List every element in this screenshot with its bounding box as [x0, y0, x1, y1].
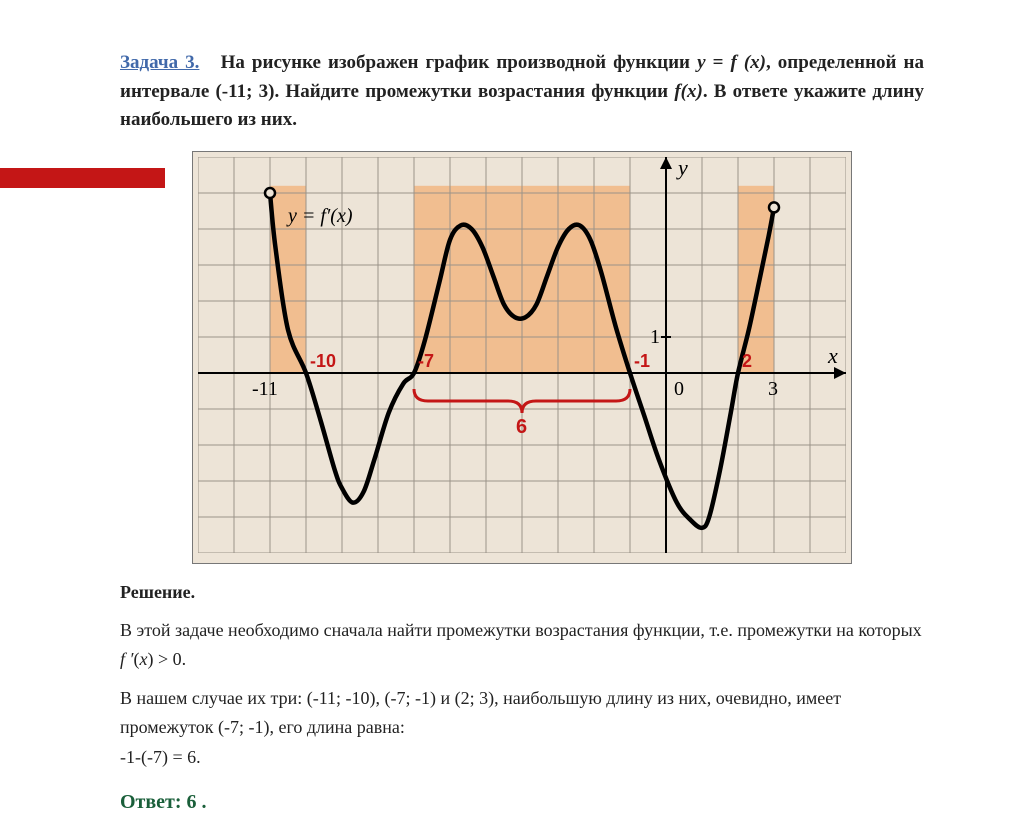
svg-text:6: 6 [516, 416, 527, 438]
solution-paragraph-3: -1-(-7) = 6. [120, 743, 924, 772]
problem-statement: Задача 3. На рисунке изображен график пр… [120, 49, 924, 135]
graph-container: -11 0 3 1 x y y = f′(x) -10 -7 -1 2 6 [120, 151, 924, 564]
answer-line: Ответ: 6 . [120, 786, 924, 818]
answer-value: 6 . [187, 791, 207, 813]
svg-text:-1: -1 [634, 351, 650, 371]
svg-text:3: 3 [768, 378, 778, 400]
answer-prefix: Ответ: [120, 791, 182, 813]
graph-box: -11 0 3 1 x y y = f′(x) -10 -7 -1 2 6 [192, 151, 852, 564]
derivative-graph: -11 0 3 1 x y y = f′(x) -10 -7 -1 2 6 [198, 157, 846, 553]
problem-title: Задача 3. [120, 52, 199, 73]
solution-heading: Решение. [120, 578, 924, 607]
decorative-red-bar [0, 168, 165, 188]
main-content: Задача 3. На рисунке изображен график пр… [0, 0, 1024, 838]
svg-text:-7: -7 [418, 351, 434, 371]
svg-text:-11: -11 [252, 378, 278, 400]
svg-text:0: 0 [674, 378, 684, 400]
svg-text:-10: -10 [310, 351, 336, 371]
svg-text:2: 2 [742, 351, 752, 371]
svg-text:y = f′(x): y = f′(x) [286, 204, 353, 226]
solution-block: Решение. В этой задаче необходимо сначал… [120, 578, 924, 819]
svg-text:x: x [827, 343, 838, 368]
solution-paragraph-1: В этой задаче необходимо сначала найти п… [120, 616, 924, 674]
svg-text:y: y [676, 157, 688, 180]
solution-paragraph-2: В нашем случае их три: (-11; -10), (-7; … [120, 684, 924, 742]
svg-text:1: 1 [650, 326, 660, 348]
